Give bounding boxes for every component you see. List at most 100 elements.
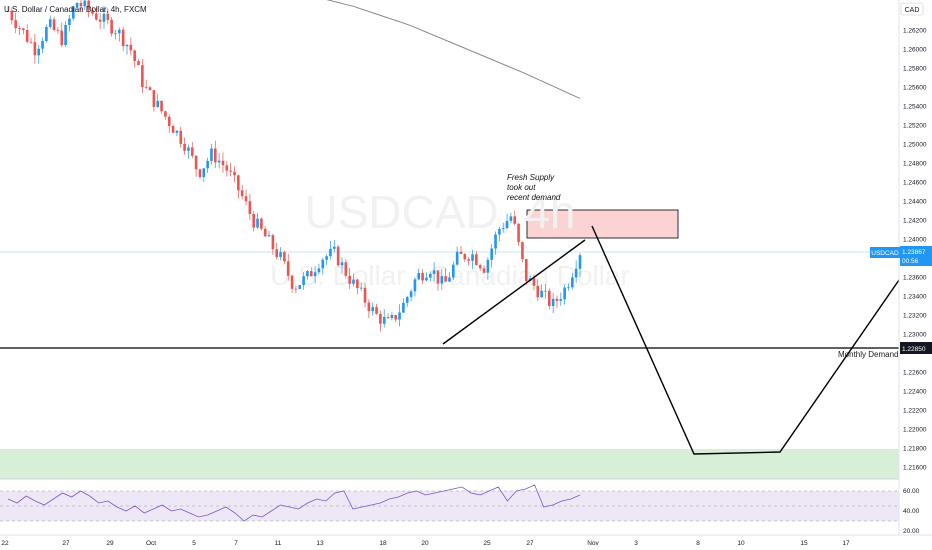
level-tag-value: 1.22850 <box>902 346 926 353</box>
time-axis[interactable] <box>0 535 932 550</box>
candle-body <box>286 261 290 276</box>
candle-body <box>125 44 129 47</box>
candle-body <box>309 271 313 277</box>
candle-body <box>167 116 171 127</box>
candle-body <box>540 290 543 298</box>
time-tick-label: 17 <box>842 540 850 547</box>
candle-body <box>148 87 152 91</box>
candle-body <box>371 307 374 312</box>
last-price-value: 1.23867 <box>902 249 926 256</box>
candle-body <box>463 253 467 260</box>
candle-body <box>260 218 263 229</box>
price-axis[interactable] <box>899 0 932 535</box>
projection-path[interactable] <box>591 225 900 455</box>
candle-body <box>225 165 229 171</box>
candle-body <box>160 100 163 112</box>
candle-body <box>198 169 202 178</box>
candle-body <box>363 287 367 303</box>
candle-body <box>386 317 390 319</box>
supply-zone[interactable] <box>526 209 679 239</box>
symbol-tag <box>870 247 900 258</box>
candle-body <box>517 223 520 243</box>
candle-body <box>79 2 83 7</box>
candle-body <box>48 19 52 27</box>
candle-body <box>571 277 574 288</box>
candle-body <box>263 228 267 237</box>
candle-body <box>513 216 517 224</box>
candle-body <box>129 44 133 51</box>
moving-average-line <box>326 0 581 99</box>
price-tick-label: 1.25800 <box>903 66 927 73</box>
candle-body <box>187 147 190 151</box>
price-countdown: 00:56 <box>902 258 919 265</box>
price-tick-label: 1.26200 <box>903 28 927 35</box>
candle-body <box>217 160 221 163</box>
candle-body <box>402 302 405 313</box>
candle-body <box>521 242 524 260</box>
candle-body <box>179 130 183 144</box>
candle-body <box>432 270 436 274</box>
ascending-trendline[interactable] <box>442 239 586 345</box>
candle-body <box>551 298 555 306</box>
candle-body <box>233 171 236 176</box>
price-tick-label: 1.24800 <box>903 161 927 168</box>
symbol-tag-label: USDCAD <box>871 250 899 257</box>
candle-body <box>498 228 501 235</box>
price-tick-label: 1.23400 <box>903 294 927 301</box>
candle-body <box>405 297 409 303</box>
candle-body <box>283 252 286 262</box>
candle-body <box>459 251 463 254</box>
watermark-description: U.S. Dollar / Canadian Dollar <box>270 260 630 291</box>
time-tick-label: Nov <box>587 540 599 547</box>
price-tick-label: 1.22000 <box>903 427 927 434</box>
currency-badge <box>900 2 924 16</box>
rsi-line <box>7 484 581 522</box>
candle-body <box>114 33 117 35</box>
price-tick-label: 1.21600 <box>903 465 927 472</box>
candle-body <box>256 218 259 228</box>
candle-body <box>321 259 325 269</box>
time-tick-label: 25 <box>483 540 491 547</box>
candle-body <box>214 148 217 163</box>
candle-body <box>202 168 206 178</box>
candle-body <box>486 259 490 273</box>
candle-body <box>444 276 447 282</box>
rsi-tick-label: 60.00 <box>903 488 920 495</box>
candle-body <box>275 249 279 257</box>
candle-body <box>340 262 344 266</box>
candle-body <box>382 317 386 324</box>
candle-body <box>325 256 328 260</box>
candle-body <box>164 111 167 117</box>
candle-body <box>356 279 359 289</box>
candle-body <box>83 0 87 7</box>
time-ticks: 22 27 29 Oct 5 7 11 13 18 20 25 27 Nov 3 8 10 15 17 <box>1 540 850 547</box>
candle-body <box>60 30 64 46</box>
candle-body <box>428 273 432 278</box>
candle-body <box>440 276 444 284</box>
candle-body <box>25 30 29 42</box>
candle-body <box>252 213 255 228</box>
candle-body <box>436 270 440 284</box>
candle-body <box>348 275 351 284</box>
candle-body <box>18 28 21 29</box>
candle-body <box>183 143 186 151</box>
time-tick-label: 13 <box>316 540 324 547</box>
time-tick-label: 27 <box>62 540 70 547</box>
candle-body <box>290 275 294 289</box>
candle-body <box>87 0 90 11</box>
candle-body <box>271 235 275 250</box>
candle-body <box>144 87 148 88</box>
time-tick-label: 3 <box>634 540 638 547</box>
price-pane[interactable] <box>0 0 899 478</box>
candle-body <box>302 276 305 286</box>
candle-body <box>98 19 102 22</box>
candle-body <box>379 313 382 324</box>
price-tick-label: 1.25400 <box>903 104 927 111</box>
price-tick-label: 1.25200 <box>903 123 927 130</box>
time-tick-label: 20 <box>421 540 429 547</box>
time-tick-label: 15 <box>800 540 808 547</box>
candle-body <box>375 307 378 314</box>
candle-body <box>367 302 371 312</box>
candle-body <box>37 48 41 56</box>
